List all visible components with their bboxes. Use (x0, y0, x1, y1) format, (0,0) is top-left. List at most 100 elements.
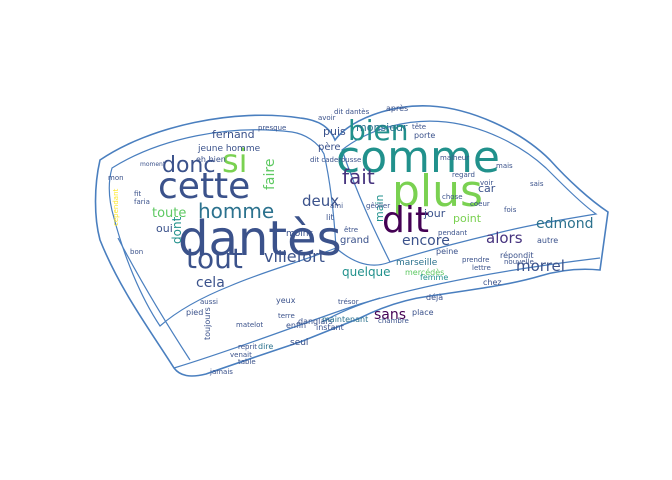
cloud-word: grand (340, 235, 369, 246)
cloud-word: pied (186, 308, 203, 317)
cloud-word: ami (330, 202, 343, 210)
cloud-word: reprit (238, 343, 257, 351)
cloud-word: fait (342, 165, 375, 189)
cloud-word: sans (374, 307, 406, 323)
cloud-word: jour (423, 207, 446, 220)
cloud-word: tête (412, 123, 426, 131)
cloud-word: fit (134, 190, 141, 198)
cloud-word: car (478, 182, 496, 195)
cloud-word: presque (258, 124, 286, 132)
cloud-word: nouvelle (504, 258, 534, 266)
cloud-word: point (453, 212, 482, 225)
cloud-word: alors (486, 229, 523, 247)
cloud-word: moment (140, 161, 166, 168)
cloud-word: encore (402, 233, 450, 249)
cloud-word: enfin (286, 321, 306, 330)
cloud-word: eh bien (196, 155, 226, 164)
book-outline-outer (94, 105, 609, 377)
cloud-word: donc (162, 153, 215, 178)
cloud-word: oui (156, 222, 173, 235)
cloud-word: prendre (462, 256, 489, 264)
cloud-word: instant (316, 323, 344, 332)
book-cover-edge (117, 237, 601, 369)
cloud-word: place (412, 308, 434, 317)
cloud-word: pendant (438, 229, 467, 237)
cloud-word: faria (134, 198, 150, 206)
cloud-word: terre (278, 312, 295, 320)
cloud-word: après (386, 103, 408, 113)
cloud-word: cela (196, 275, 225, 291)
cloud-word: plus (392, 166, 483, 217)
cloud-word: bon (130, 248, 143, 256)
cloud-word: quelque (342, 265, 391, 279)
cloud-word: dont (170, 216, 184, 244)
cloud-word: villefort (264, 247, 325, 266)
cloud-word: dit (382, 200, 429, 241)
cloud-word: main (373, 194, 386, 222)
cloud-word: répondit (500, 250, 534, 260)
book-outline-inner-right-page (341, 120, 598, 263)
cloud-word: marseille (396, 258, 438, 268)
cloud-word: autre (537, 236, 558, 245)
cloud-word: fernand (212, 128, 255, 141)
cloud-word: dantès (178, 211, 342, 267)
cloud-word: chambre (378, 317, 409, 325)
cloud-word: cependant (112, 188, 120, 226)
cloud-word: puis (323, 125, 346, 138)
cloud-word: faire (262, 159, 278, 190)
cloud-word: danglars (298, 317, 333, 326)
cloud-word: cette (158, 166, 250, 207)
cloud-word: jamais (209, 368, 233, 376)
cloud-word: malheur (440, 154, 469, 162)
cloud-word: seul (290, 338, 308, 348)
book-outline-inner-left-page (108, 129, 337, 327)
cloud-word: peine (436, 247, 458, 256)
cloud-word: chez (483, 278, 502, 287)
cloud-word: chose (442, 193, 463, 201)
cloud-word: porte (414, 131, 435, 140)
cloud-word: mercédès (405, 267, 444, 277)
cloud-word: si (222, 142, 248, 180)
cloud-word: aussi (200, 298, 218, 306)
cloud-word: être (344, 226, 358, 234)
cloud-word: table (238, 358, 256, 366)
cloud-word: toujours (203, 307, 212, 340)
cloud-word: mon (108, 174, 124, 182)
cloud-word: venait (230, 351, 252, 359)
cloud-word: homme (198, 199, 274, 223)
cloud-word: gêolier (366, 202, 390, 210)
cloud-word: morrel (516, 257, 565, 275)
cloud-word: bien (348, 114, 409, 147)
cloud-word: déjà (426, 292, 443, 302)
cloud-word: trésor (338, 298, 359, 306)
cloud-word: toute (152, 206, 186, 221)
cloud-word: coeur (470, 200, 490, 208)
cloud-word: père (318, 141, 341, 153)
cloud-word: deux (302, 192, 339, 210)
cloud-word: edmond (536, 216, 593, 232)
cloud-word: monsieur (356, 121, 408, 134)
cloud-word: sais (530, 180, 544, 188)
cloud-word: dit dantès (334, 108, 370, 116)
cloud-word: lit (326, 213, 334, 222)
cloud-word: regard (452, 171, 475, 179)
cloud-word: dit caderousse (310, 156, 361, 164)
cloud-word: matelot (236, 321, 263, 329)
word-layer: comme plus dantès dit cette si tout bien… (108, 103, 593, 376)
cloud-word: comme (336, 132, 500, 183)
cloud-word: voir (480, 179, 493, 187)
cloud-word: mais (496, 162, 513, 170)
cloud-word: fois (504, 206, 517, 214)
book-outline-group (94, 105, 609, 377)
cloud-word: yeux (276, 296, 296, 305)
cloud-word: moins (286, 229, 313, 239)
cloud-word: avoir (318, 114, 336, 122)
cloud-word: dire (258, 342, 273, 351)
cloud-word: lettre (472, 264, 491, 272)
cloud-word: maintenant (322, 315, 368, 324)
cloud-word: femme (420, 273, 448, 282)
cloud-word: jeune homme (197, 144, 261, 154)
cloud-word: tout (186, 242, 243, 275)
